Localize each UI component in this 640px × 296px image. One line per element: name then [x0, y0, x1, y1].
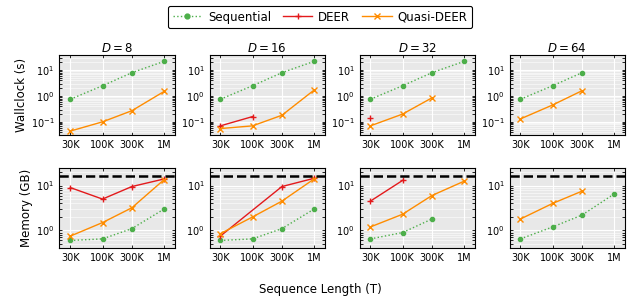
- Legend: Sequential, DEER, Quasi-DEER: Sequential, DEER, Quasi-DEER: [168, 6, 472, 28]
- Y-axis label: Memory (GB): Memory (GB): [20, 169, 33, 247]
- Title: $D = 8$: $D = 8$: [101, 42, 133, 55]
- Y-axis label: Wallclock (s): Wallclock (s): [15, 58, 28, 132]
- Title: $D = 16$: $D = 16$: [248, 42, 287, 55]
- Text: Sequence Length (T): Sequence Length (T): [259, 283, 381, 296]
- Title: $D = 64$: $D = 64$: [547, 42, 587, 55]
- Title: $D = 32$: $D = 32$: [397, 42, 437, 55]
